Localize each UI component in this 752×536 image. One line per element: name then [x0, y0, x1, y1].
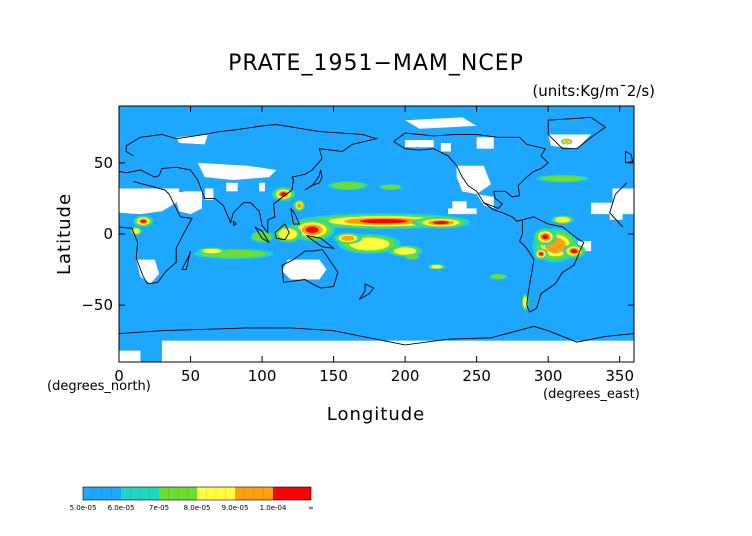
precip-contour [305, 226, 319, 233]
dry-area [448, 208, 477, 215]
y-tick-label: −50 [81, 296, 113, 314]
precip-contour [555, 217, 570, 223]
coastline [358, 283, 375, 300]
precip-contour [541, 175, 584, 182]
colorbar-swatch [197, 487, 235, 500]
precip-contour [406, 254, 419, 260]
precip-contour [564, 140, 570, 143]
plot-area [119, 106, 634, 362]
colorbar-swatch [235, 487, 273, 500]
dry-area [204, 188, 214, 200]
y-unit-label: (degrees_north) [47, 379, 151, 394]
precip-contour [341, 235, 355, 241]
coastline [609, 182, 628, 228]
x-axis: 0 50 100 150 200 250 300 350 [114, 106, 634, 385]
precip-contour [278, 228, 297, 240]
dry-area [136, 259, 160, 284]
coastline [119, 124, 379, 234]
units-label: (units:Kg/m¯2/s) [532, 82, 655, 100]
colorbar-swatch [121, 487, 159, 500]
colorbar-label: 9.0e-05 [222, 504, 249, 512]
x-tick-label: 200 [391, 367, 420, 385]
coastline [181, 250, 191, 271]
dry-area [591, 202, 613, 215]
x-tick-label: 50 [181, 367, 200, 385]
colorbar-label: 8.0e-05 [184, 504, 211, 512]
precip-contour [431, 264, 443, 269]
precip-contour [140, 219, 147, 223]
y-tick-label: 0 [103, 225, 113, 243]
dry-area [456, 165, 491, 195]
x-tick-label: 0 [114, 367, 124, 385]
dry-area [612, 344, 634, 362]
dry-area [282, 259, 327, 280]
coastline [547, 116, 607, 150]
colorbar-label: 6.0e-05 [108, 504, 135, 512]
coastline [393, 132, 549, 209]
coastline [306, 234, 336, 249]
colorbar-label: 1.0e-04 [260, 504, 287, 512]
coastline [274, 223, 290, 241]
dry-area [440, 142, 451, 152]
colorbar-label: 5.0e-05 [70, 504, 97, 512]
x-tick-label: 350 [605, 367, 634, 385]
coastline [232, 220, 238, 227]
coastline [290, 208, 300, 225]
x-tick-label: 150 [319, 367, 348, 385]
coastline [519, 216, 585, 313]
y-tick-label: 50 [94, 154, 113, 172]
dry-area [119, 350, 141, 362]
colorbar-swatch [83, 487, 121, 500]
x-axis-label: Longitude [327, 404, 426, 425]
precip-contour [542, 234, 549, 240]
dry-area [197, 162, 277, 180]
dry-area [476, 137, 494, 149]
coastline [119, 325, 634, 346]
dry-area [161, 340, 634, 362]
precip-contour [432, 221, 449, 225]
dry-area [259, 182, 265, 192]
dry-area [405, 117, 477, 129]
dry-area [609, 214, 623, 220]
coastline [119, 180, 193, 285]
colorbar-frame [82, 486, 312, 501]
x-tick-label: 100 [248, 367, 277, 385]
colorbar: 5.0e-05 6.0e-05 7e-05 8.0e-05 9.0e-05 1.0e-04… [70, 486, 314, 512]
dry-area [226, 182, 238, 192]
coastline [281, 249, 339, 289]
precip-contour [202, 248, 222, 254]
colorbar-swatch [159, 487, 197, 500]
coastline [304, 169, 323, 191]
precip-contour [296, 202, 302, 209]
colorbar-label: ∞ [308, 504, 314, 512]
coastline [483, 202, 523, 222]
precip-contour [491, 274, 506, 279]
precip-contour [394, 247, 417, 255]
precip-contour [252, 232, 272, 242]
coastline [624, 150, 634, 164]
y-axis: 50 0 −50 [81, 154, 634, 314]
dry-area [612, 188, 634, 215]
precip-contour [331, 182, 365, 190]
dry-area [405, 140, 434, 148]
chart-title: PRATE_1951−MAM_NCEP [228, 51, 524, 76]
precip-contour [359, 219, 408, 224]
precip-contour [539, 252, 544, 256]
dry-area [176, 134, 208, 145]
x-unit-label: (degrees_east) [543, 387, 640, 402]
precip-contour [381, 184, 401, 190]
dry-area [119, 188, 177, 215]
x-tick-label: 250 [462, 367, 491, 385]
dry-area [452, 201, 467, 212]
dry-area [173, 191, 202, 215]
colorbar-label: 7e-05 [149, 504, 169, 512]
y-axis-label: Latitude [54, 193, 75, 275]
precip-contour [132, 228, 140, 234]
precip-contour [570, 249, 578, 254]
colorbar-swatch [273, 487, 311, 500]
coastline [254, 226, 270, 243]
x-tick-label: 300 [534, 367, 563, 385]
